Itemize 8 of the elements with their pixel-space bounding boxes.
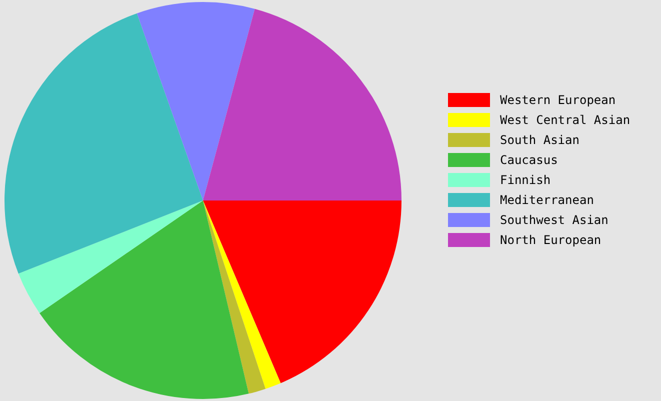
legend-label: Western European [500, 93, 616, 107]
legend-label: West Central Asian [500, 113, 630, 127]
legend-label: Southwest Asian [500, 213, 608, 227]
legend-label: North European [500, 233, 602, 247]
legend-label: Mediterranean [500, 193, 594, 207]
legend-label: Caucasus [500, 153, 558, 167]
legend-label: Finnish [500, 173, 551, 187]
legend-label: South Asian [500, 133, 580, 147]
